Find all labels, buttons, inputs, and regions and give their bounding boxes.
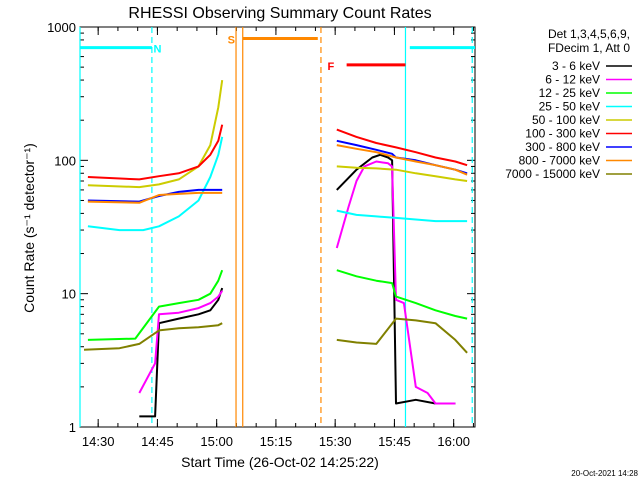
legend-label: 6 - 12 keV <box>545 73 600 87</box>
legend-header-line-1: Det 1,3,4,5,6,9, <box>548 27 630 41</box>
legend-header-line-2: FDecim 1, Att 0 <box>548 41 630 55</box>
legend-label: 25 - 50 keV <box>539 100 600 114</box>
legend-label: 50 - 100 keV <box>532 113 600 127</box>
plot-area: 1 10 100 1000 14:30 14:45 15:00 15:15 15:30 15:45… <box>47 20 476 449</box>
series-line-3 <box>87 136 468 232</box>
x-tick-label: 16:00 <box>437 434 470 449</box>
x-tick-label: 14:30 <box>82 434 115 449</box>
series-line-1 <box>138 160 456 405</box>
x-tick-label: 15:00 <box>200 434 233 449</box>
x-tick-label: 14:45 <box>141 434 174 449</box>
chart-title: RHESSI Observing Summary Count Rates <box>128 5 431 22</box>
x-tick-label: 15:15 <box>260 434 293 449</box>
y-tick-label: 100 <box>54 153 76 168</box>
y-tick-label: 1 <box>69 420 76 435</box>
series-line-5 <box>87 124 468 181</box>
series-line-2 <box>87 269 468 341</box>
legend-label: 7000 - 15000 keV <box>505 167 600 181</box>
series-line-8 <box>83 317 468 354</box>
x-axis-label: Start Time (26-Oct-02 14:25:22) <box>181 454 379 470</box>
legend-label: 100 - 300 keV <box>525 127 600 141</box>
series-line-7 <box>87 144 468 204</box>
x-tick-label: 15:30 <box>319 434 352 449</box>
legend-label: 300 - 800 keV <box>525 140 600 154</box>
series-line-4 <box>87 79 468 189</box>
mode-label: N <box>153 44 161 56</box>
footer-timestamp: 20-Oct-2021 14:28 <box>571 469 638 478</box>
series-line-0 <box>139 153 456 418</box>
y-tick-label: 10 <box>62 287 76 302</box>
y-axis-label: Count Rate (s⁻¹ detector⁻¹) <box>21 143 37 313</box>
legend-label: 12 - 25 keV <box>539 86 600 100</box>
x-tick-label: 15:45 <box>378 434 411 449</box>
mode-label: F <box>327 61 334 73</box>
legend-label: 3 - 6 keV <box>552 59 600 73</box>
y-tick-label: 1000 <box>47 20 76 35</box>
legend: Det 1,3,4,5,6,9, FDecim 1, Att 0 3 - 6 k… <box>505 27 632 181</box>
mode-label: S <box>228 34 235 46</box>
legend-label: 800 - 7000 keV <box>519 154 600 168</box>
